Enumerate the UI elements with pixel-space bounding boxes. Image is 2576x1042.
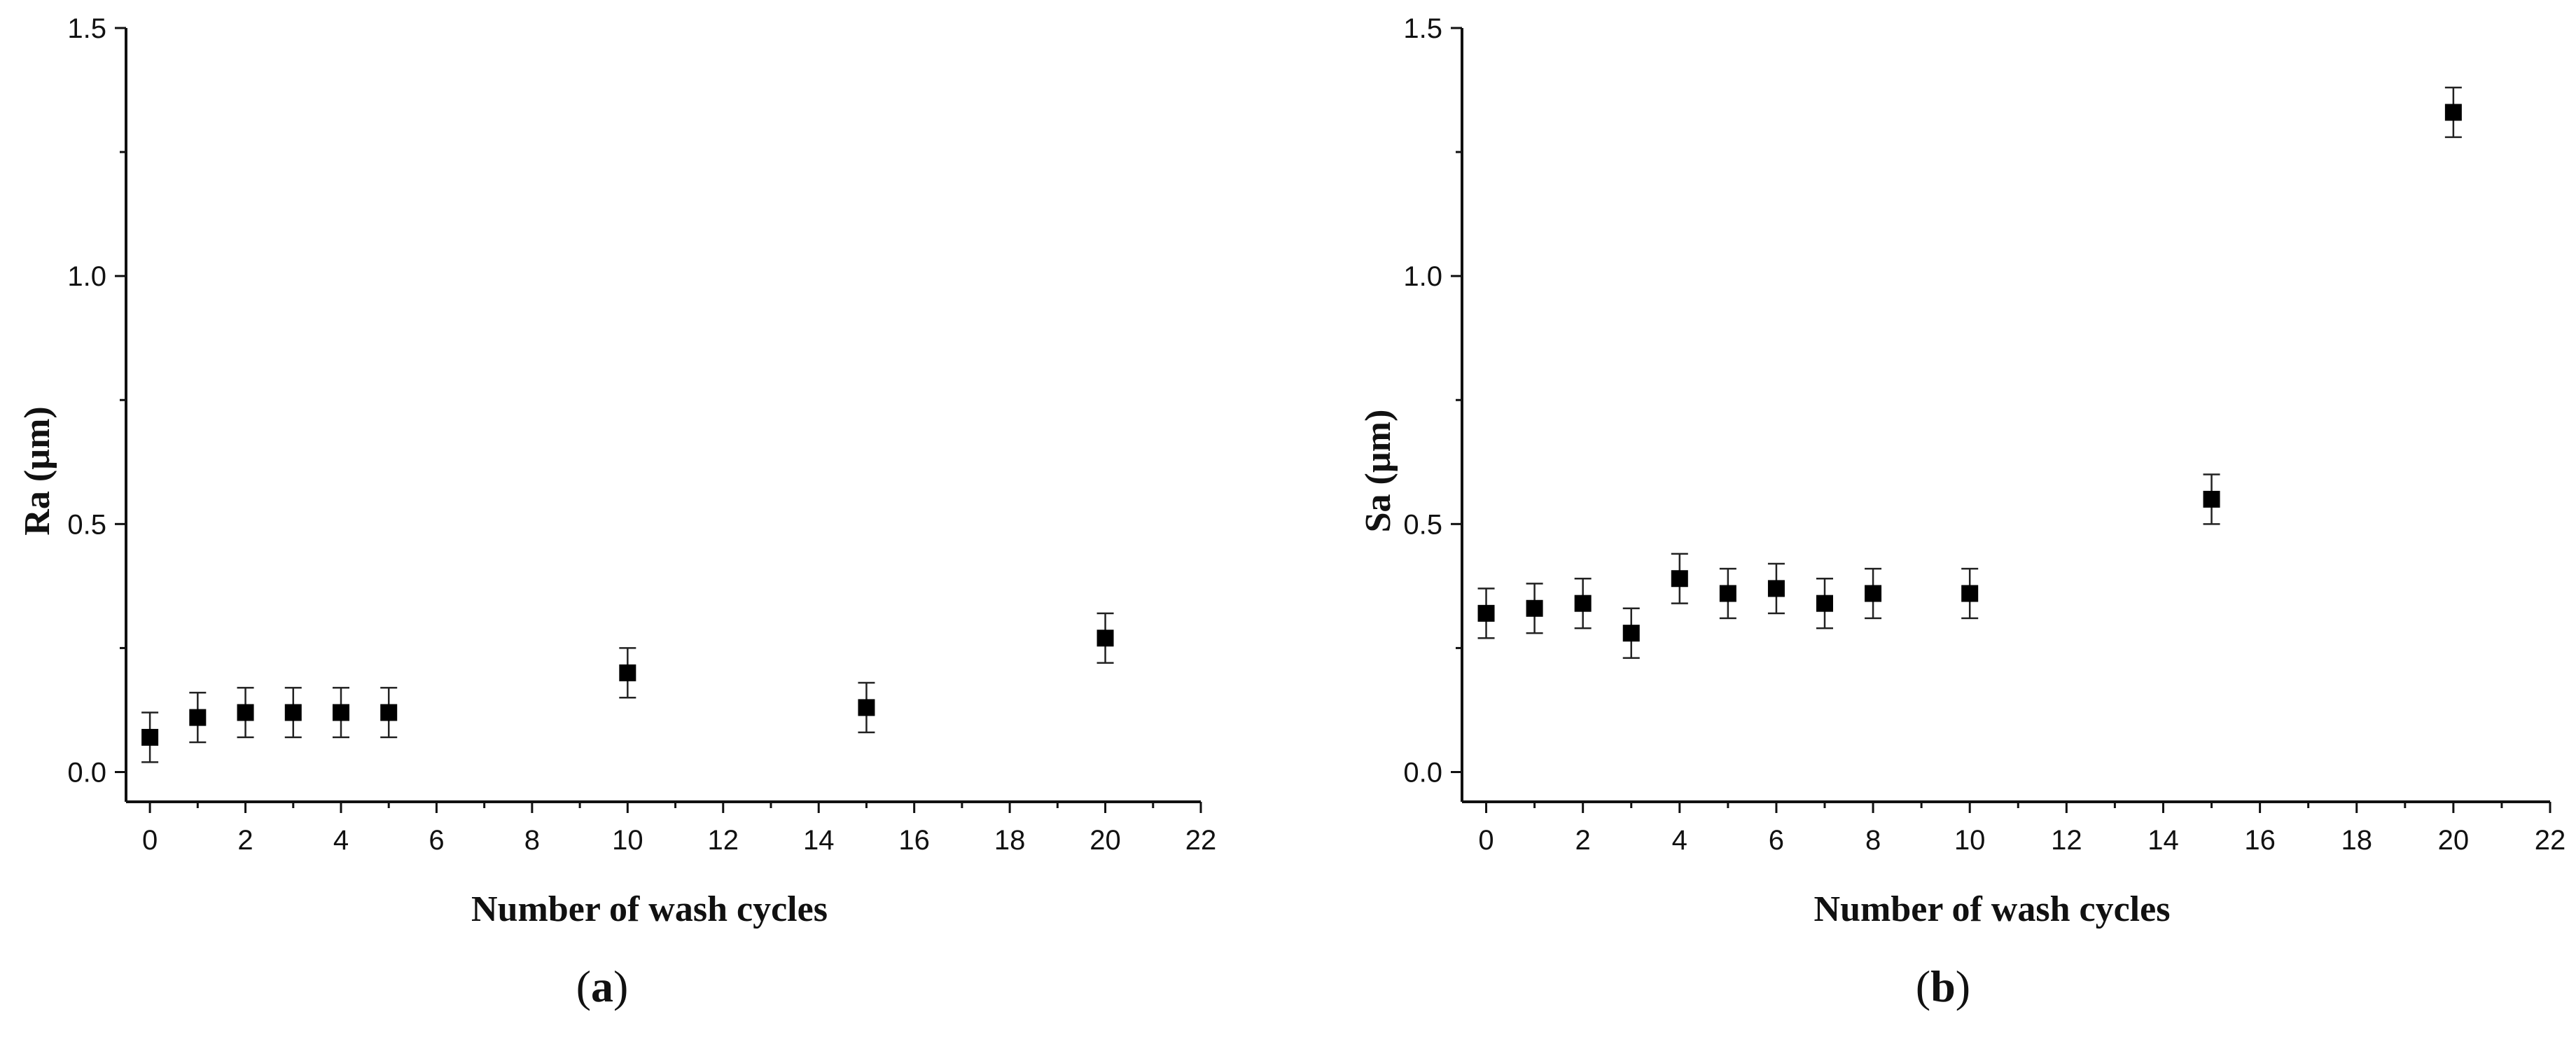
x-tick-label: 4 [1672,825,1687,856]
x-tick-label: 20 [1089,825,1121,856]
y-tick-label: 0.0 [1403,758,1442,789]
x-tick-label: 4 [333,825,349,856]
y-axis-title: Ra (µm) [18,406,57,535]
x-tick-label: 22 [1185,825,1217,856]
x-tick-label: 14 [2147,825,2179,856]
x-tick-label: 18 [2341,825,2372,856]
data-point [333,704,349,721]
y-tick-label: 0.5 [67,509,106,540]
data-point [1719,585,1736,602]
x-tick-label: 0 [142,825,158,856]
data-point [1961,585,1979,602]
data-point [619,664,636,681]
data-point [1526,599,1543,617]
data-point [237,704,254,721]
data-point [1477,604,1495,622]
x-tick-label: 18 [994,825,1026,856]
x-tick-label: 2 [1575,825,1591,856]
data-point [284,704,302,721]
y-tick-label: 1.5 [1403,13,1442,44]
data-point [1671,570,1688,588]
x-tick-label: 16 [898,825,930,856]
x-tick-label: 8 [524,825,540,856]
data-point [1622,625,1640,642]
data-point [2203,490,2220,508]
y-tick-label: 1.0 [1403,261,1442,292]
x-tick-label: 2 [237,825,253,856]
x-tick-label: 14 [803,825,835,856]
x-tick-label: 10 [612,825,643,856]
y-tick-label: 0.5 [1403,509,1442,540]
panel-b: 0 2 4 6 8 10 12 14 16 18 20 22 0.0 0.5 1.0 1.5 Number of… [1358,13,2565,1011]
x-axis-title: Number of wash cycles [471,889,828,929]
x-tick-label: 0 [1478,825,1494,856]
y-tick-label: 1.5 [67,13,106,44]
panel-label: (b) [1916,961,1970,1011]
data-point [1767,580,1785,597]
x-tick-label: 20 [2438,825,2470,856]
panel-label: (a) [576,961,629,1011]
x-tick-label: 22 [2535,825,2566,856]
data-point [189,709,207,726]
data-point [858,699,875,716]
data-point [1096,630,1114,647]
x-tick-label: 16 [2244,825,2276,856]
data-point [2444,104,2462,121]
x-tick-label: 12 [2051,825,2082,856]
data-point [1816,595,1833,612]
x-tick-label: 6 [429,825,444,856]
data-point [141,728,159,746]
x-tick-label: 8 [1865,825,1881,856]
y-tick-label: 1.0 [67,261,106,292]
y-tick-label: 0.0 [67,758,106,789]
x-tick-label: 10 [1954,825,1986,856]
x-tick-label: 12 [708,825,739,856]
panel-a: 0 2 4 6 8 10 12 14 16 18 20 22 0.0 0.5 1.0 1.5 Number of… [18,13,1216,1011]
data-point [1574,595,1592,612]
y-axis-title: Sa (µm) [1358,410,1398,533]
data-point [1865,585,1882,602]
data-point [380,704,398,721]
x-axis-title: Number of wash cycles [1814,889,2171,929]
x-tick-label: 6 [1769,825,1784,856]
